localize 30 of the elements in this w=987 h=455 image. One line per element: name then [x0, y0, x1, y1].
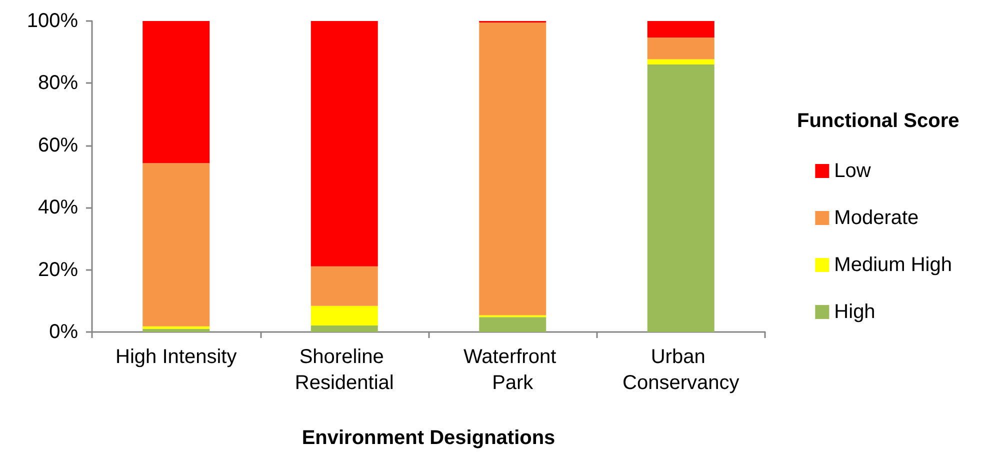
- bar: [479, 317, 546, 332]
- bar: [142, 326, 210, 329]
- legend-title: Functional Score: [797, 110, 960, 132]
- bar: [310, 266, 378, 306]
- legend-label: Moderate: [834, 207, 919, 229]
- bar: [310, 325, 378, 332]
- y-tick-label: 0%: [49, 321, 78, 343]
- x-tick-label: High Intensity: [116, 346, 237, 368]
- bar: [310, 306, 378, 326]
- bar: [142, 163, 210, 326]
- bar: [647, 64, 714, 332]
- bar: [647, 21, 714, 38]
- y-tick-label: 40%: [38, 196, 78, 219]
- bar: [142, 328, 210, 332]
- bar: [142, 21, 210, 164]
- bar: [479, 22, 546, 316]
- y-tick-label: 20%: [38, 258, 78, 281]
- legend-label: Medium High: [834, 254, 952, 276]
- legend-label: Low: [834, 160, 872, 182]
- x-tick-label: Urban Conservancy: [622, 346, 740, 394]
- x-tick-label: Shoreline Residential: [294, 346, 394, 394]
- x-tick-label: Waterfront Park: [464, 346, 562, 394]
- bar: [647, 59, 714, 65]
- bar: [647, 37, 714, 60]
- y-tick-label: 100%: [26, 10, 78, 32]
- legend-label: High: [834, 301, 876, 323]
- y-tick-label: 80%: [38, 72, 78, 94]
- x-axis-title: Environment Designations: [302, 427, 556, 449]
- bar: [310, 21, 378, 266]
- y-tick-label: 60%: [38, 134, 78, 156]
